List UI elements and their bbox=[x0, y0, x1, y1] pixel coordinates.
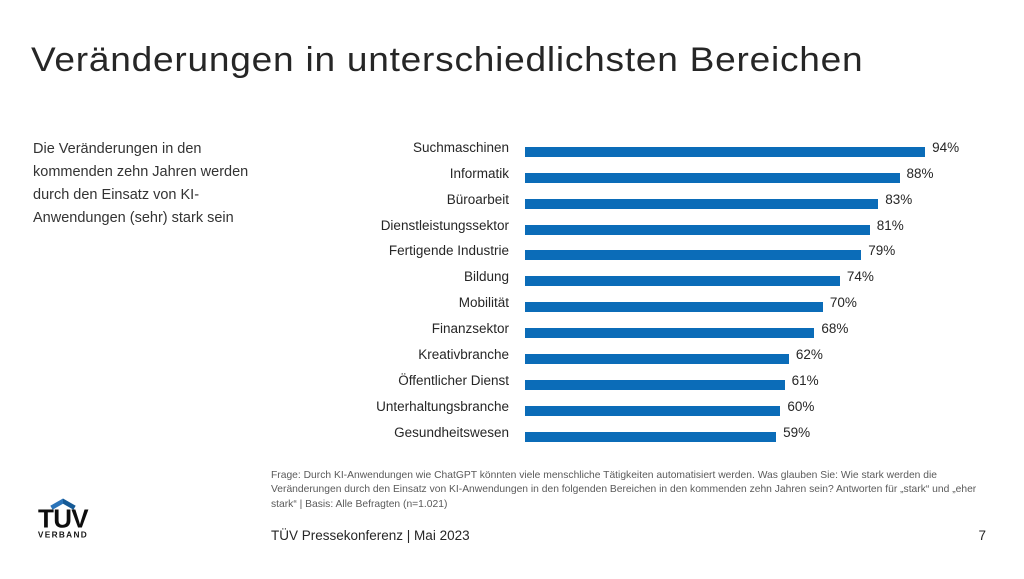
svg-text:VERBAND: VERBAND bbox=[38, 530, 88, 540]
